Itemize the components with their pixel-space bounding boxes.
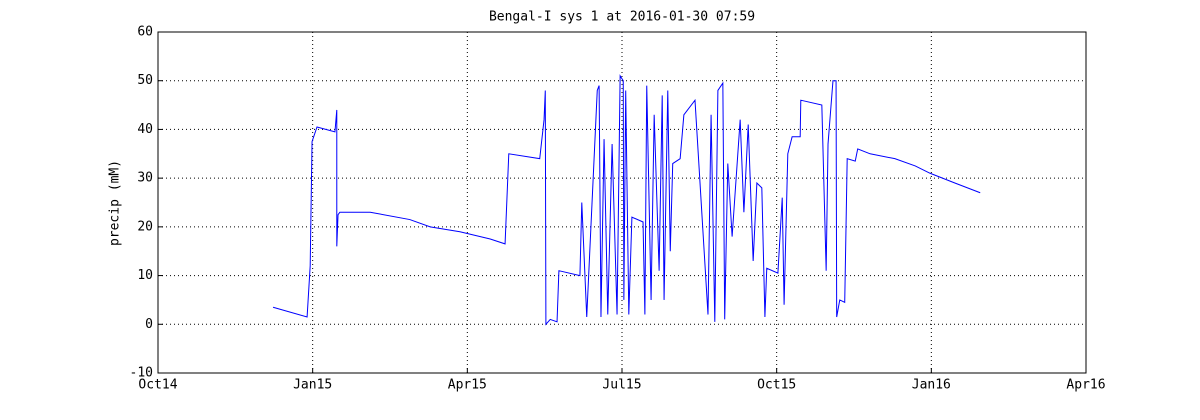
y-axis-label: precip (mM) xyxy=(108,160,123,246)
y-tick-label: 0 xyxy=(145,317,153,332)
x-tick-label: Jan15 xyxy=(293,378,332,393)
x-tick-label: Oct15 xyxy=(757,378,796,393)
plot-frame xyxy=(157,31,1087,374)
y-tick-label: 50 xyxy=(137,73,153,88)
y-tick-label: 20 xyxy=(137,219,153,234)
x-tick-label: Jan16 xyxy=(912,378,951,393)
y-tick-label: 40 xyxy=(137,122,153,137)
y-tick-label: 10 xyxy=(137,268,153,283)
x-tick-label: Oct14 xyxy=(138,378,177,393)
y-tick-label: 60 xyxy=(137,25,153,40)
x-tick-label: Apr15 xyxy=(448,378,487,393)
y-tick-label: 30 xyxy=(137,171,153,186)
x-tick-label: Apr16 xyxy=(1066,378,1105,393)
chart-title: Bengal-I sys 1 at 2016-01-30 07:59 xyxy=(489,10,755,25)
y-tick-label: -10 xyxy=(130,366,153,381)
x-tick-label: Jul15 xyxy=(602,378,641,393)
data-line xyxy=(272,74,981,326)
